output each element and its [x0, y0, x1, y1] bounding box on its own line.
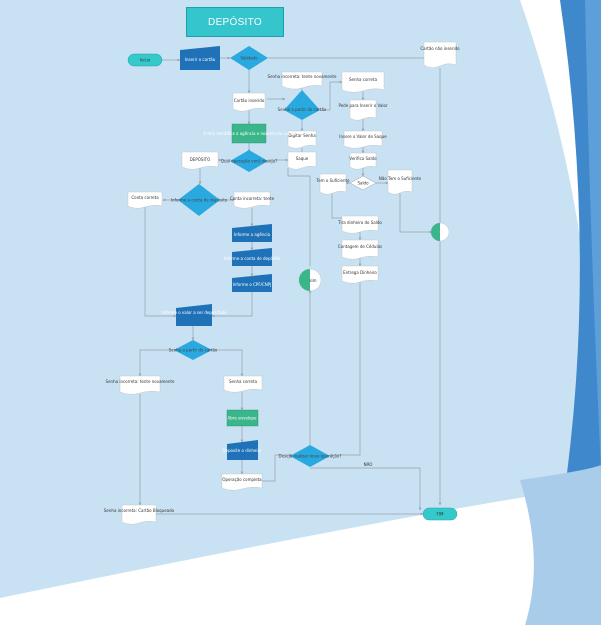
svg-text:Insere o Valor de Saque: Insere o Valor de Saque [339, 134, 387, 139]
node-tela-identificacao: A tela identifica a agência e número da … [203, 123, 295, 144]
svg-text:Entrega Dinheiro: Entrega Dinheiro [343, 270, 377, 275]
svg-text:Qual operação você deseja?: Qual operação você deseja? [221, 159, 277, 164]
svg-text:Contagem de Cédulas: Contagem de Cédulas [338, 244, 382, 249]
corner-stripe-dark [540, 0, 601, 625]
svg-text:Senha correta: Senha correta [229, 379, 258, 384]
node-conta-incorreta: Conta incorreta: tente [230, 191, 275, 209]
node-deposito: DEPÓSITO [181, 151, 219, 170]
node-tem-suficiente: Tem o Suficiente [315, 173, 350, 195]
svg-text:Conta correta: Conta correta [131, 195, 159, 200]
svg-text:Deseja realizar nova operação?: Deseja realizar nova operação? [279, 454, 342, 459]
svg-text:FIM: FIM [437, 512, 444, 517]
svg-text:Abre envelope: Abre envelope [228, 416, 257, 421]
node-inicio: Início [127, 53, 163, 67]
node-cartao-nao-inserido: Cartão não inserido [420, 41, 460, 68]
edge [212, 349, 244, 377]
edge [329, 282, 361, 457]
node-senha-incorreta-mid: Senha incorreta: tente novamente [106, 375, 175, 395]
svg-text:Inserir o cartão: Inserir o cartão [185, 57, 216, 62]
svg-text:Cartão não inserido: Cartão não inserido [420, 46, 460, 51]
node-informe-agencia: Informe a agência [232, 224, 272, 242]
svg-text:Conta incorreta: tente: Conta incorreta: tente [230, 196, 275, 201]
node-deposite-dinheiro: Deposite o dinheiro [222, 440, 262, 460]
edge [211, 292, 253, 318]
node-digitar-senha: Digitar Senha [287, 130, 317, 149]
svg-text:Cartão inserido: Cartão inserido [234, 98, 265, 103]
node-cartao-inserido: Cartão inserido [232, 92, 266, 112]
svg-text:Senha a partir do cartão: Senha a partir do cartão [169, 348, 218, 353]
svg-text:Não Tem o Suficiente: Não Tem o Suficiente [379, 176, 422, 181]
node-pede-valor: Pede para Inserir o Valor [338, 99, 388, 121]
svg-text:sim: sim [309, 278, 316, 283]
edge [262, 453, 293, 482]
node-verifica-saldo: Verifica Saldo [349, 152, 377, 170]
node-conta-correta: Conta correta [127, 191, 163, 209]
node-saldo: Saldo [349, 175, 377, 191]
edge [138, 349, 176, 377]
svg-text:Saldo: Saldo [357, 181, 369, 186]
node-insere-valor-saque: Insere o Valor de Saque [339, 130, 387, 149]
node-senha-decisao: Senha a partir do cartão [278, 90, 327, 120]
node-nao-tem-suficiente: Não Tem o Suficiente [379, 169, 422, 195]
node-inserir-cartao: Inserir o cartão [180, 46, 220, 70]
edge [144, 206, 177, 318]
svg-text:Senha incorreta: Cartão Bloque: Senha incorreta: Cartão Bloqueado [104, 508, 175, 513]
node-entrega-dinheiro: Entrega Dinheiro [341, 265, 379, 284]
node-senha-incorreta-bloqueado: Senha incorreta: Cartão Bloqueado [104, 504, 175, 525]
node-saque: Saque [287, 151, 317, 170]
svg-text:Operação completa: Operação completa [222, 477, 262, 482]
node-contagem-cedulas: Contagem de Cédulas [338, 239, 382, 260]
node-merge-connector [430, 222, 450, 242]
node-senha-incorreta-top: Senha incorreta: tente novamente [268, 71, 337, 90]
node-informe-valor: Informe o valor a ser depositado [161, 304, 227, 326]
edge [399, 193, 433, 234]
node-sim-connector: sim [298, 268, 322, 292]
node-fim: FIM [422, 507, 458, 521]
svg-text:Pede para Inserir o Valor: Pede para Inserir o Valor [338, 103, 387, 108]
node-senha-correta-top: Senha correta [341, 71, 385, 93]
node-senha-decisao-2: Senha a partir do cartão [169, 340, 218, 360]
svg-text:Senha incorreta: tente novamen: Senha incorreta: tente novamente [106, 379, 175, 384]
svg-text:Tira dinheiro do Saldo: Tira dinheiro do Saldo [337, 220, 382, 225]
edge [287, 168, 311, 266]
svg-text:Saque: Saque [296, 156, 309, 161]
corner-stripe-light [520, 465, 601, 625]
svg-text:Senha incorreta: tente novamen: Senha incorreta: tente novamente [268, 74, 337, 79]
node-nova-operacao: Deseja realizar nova operação? [279, 445, 342, 467]
svg-text:Verifica Saldo: Verifica Saldo [349, 156, 377, 161]
node-informe-conta-deposito: Informe a conta de depósito [224, 248, 281, 266]
label-nao: NÃO [364, 462, 373, 467]
node-informe-cpf: Informe o CPF/CNPJ [232, 274, 272, 292]
svg-text:DEPÓSITO: DEPÓSITO [190, 157, 210, 162]
edge [320, 80, 343, 111]
svg-text:Senha a partir do cartão: Senha a partir do cartão [278, 107, 327, 112]
flowchart-edges [138, 50, 442, 516]
node-validado: Validado [230, 46, 268, 70]
svg-text:A tela identifica a agência e: A tela identifica a agência e número da … [203, 131, 295, 136]
svg-text:Digitar Senha: Digitar Senha [288, 133, 316, 138]
svg-text:Início: Início [140, 58, 151, 63]
node-abre-envelope: Abre envelope [226, 409, 259, 427]
svg-text:Senha correta: Senha correta [349, 77, 378, 82]
node-senha-correta-mid: Senha correta [223, 375, 263, 393]
svg-text:Deposite o dinheiro: Deposite o dinheiro [222, 448, 262, 453]
svg-text:Informe o CPF/CNPJ: Informe o CPF/CNPJ [233, 282, 272, 287]
svg-text:Informe a conta de depósito: Informe a conta de depósito [224, 256, 281, 261]
page-title: DEPÓSITO [186, 7, 284, 37]
node-operacao-completa: Operação completa [221, 473, 263, 491]
edge [310, 467, 422, 511]
svg-text:Informe o valor a ser deposita: Informe o valor a ser depositado [161, 310, 227, 315]
node-informe-conta: Informe a conta de depósito [171, 184, 228, 216]
svg-text:Tem o Suficiente: Tem o Suficiente [315, 178, 350, 183]
edge [331, 192, 361, 220]
svg-text:Validado: Validado [240, 56, 258, 61]
svg-text:Informe a conta de depósito: Informe a conta de depósito [171, 198, 228, 203]
node-tira-dinheiro: Tira dinheiro do Saldo [337, 215, 382, 234]
node-qual-operacao: Qual operação você deseja? [221, 150, 277, 172]
svg-text:Informe a agência: Informe a agência [234, 232, 271, 237]
edge [268, 50, 433, 59]
